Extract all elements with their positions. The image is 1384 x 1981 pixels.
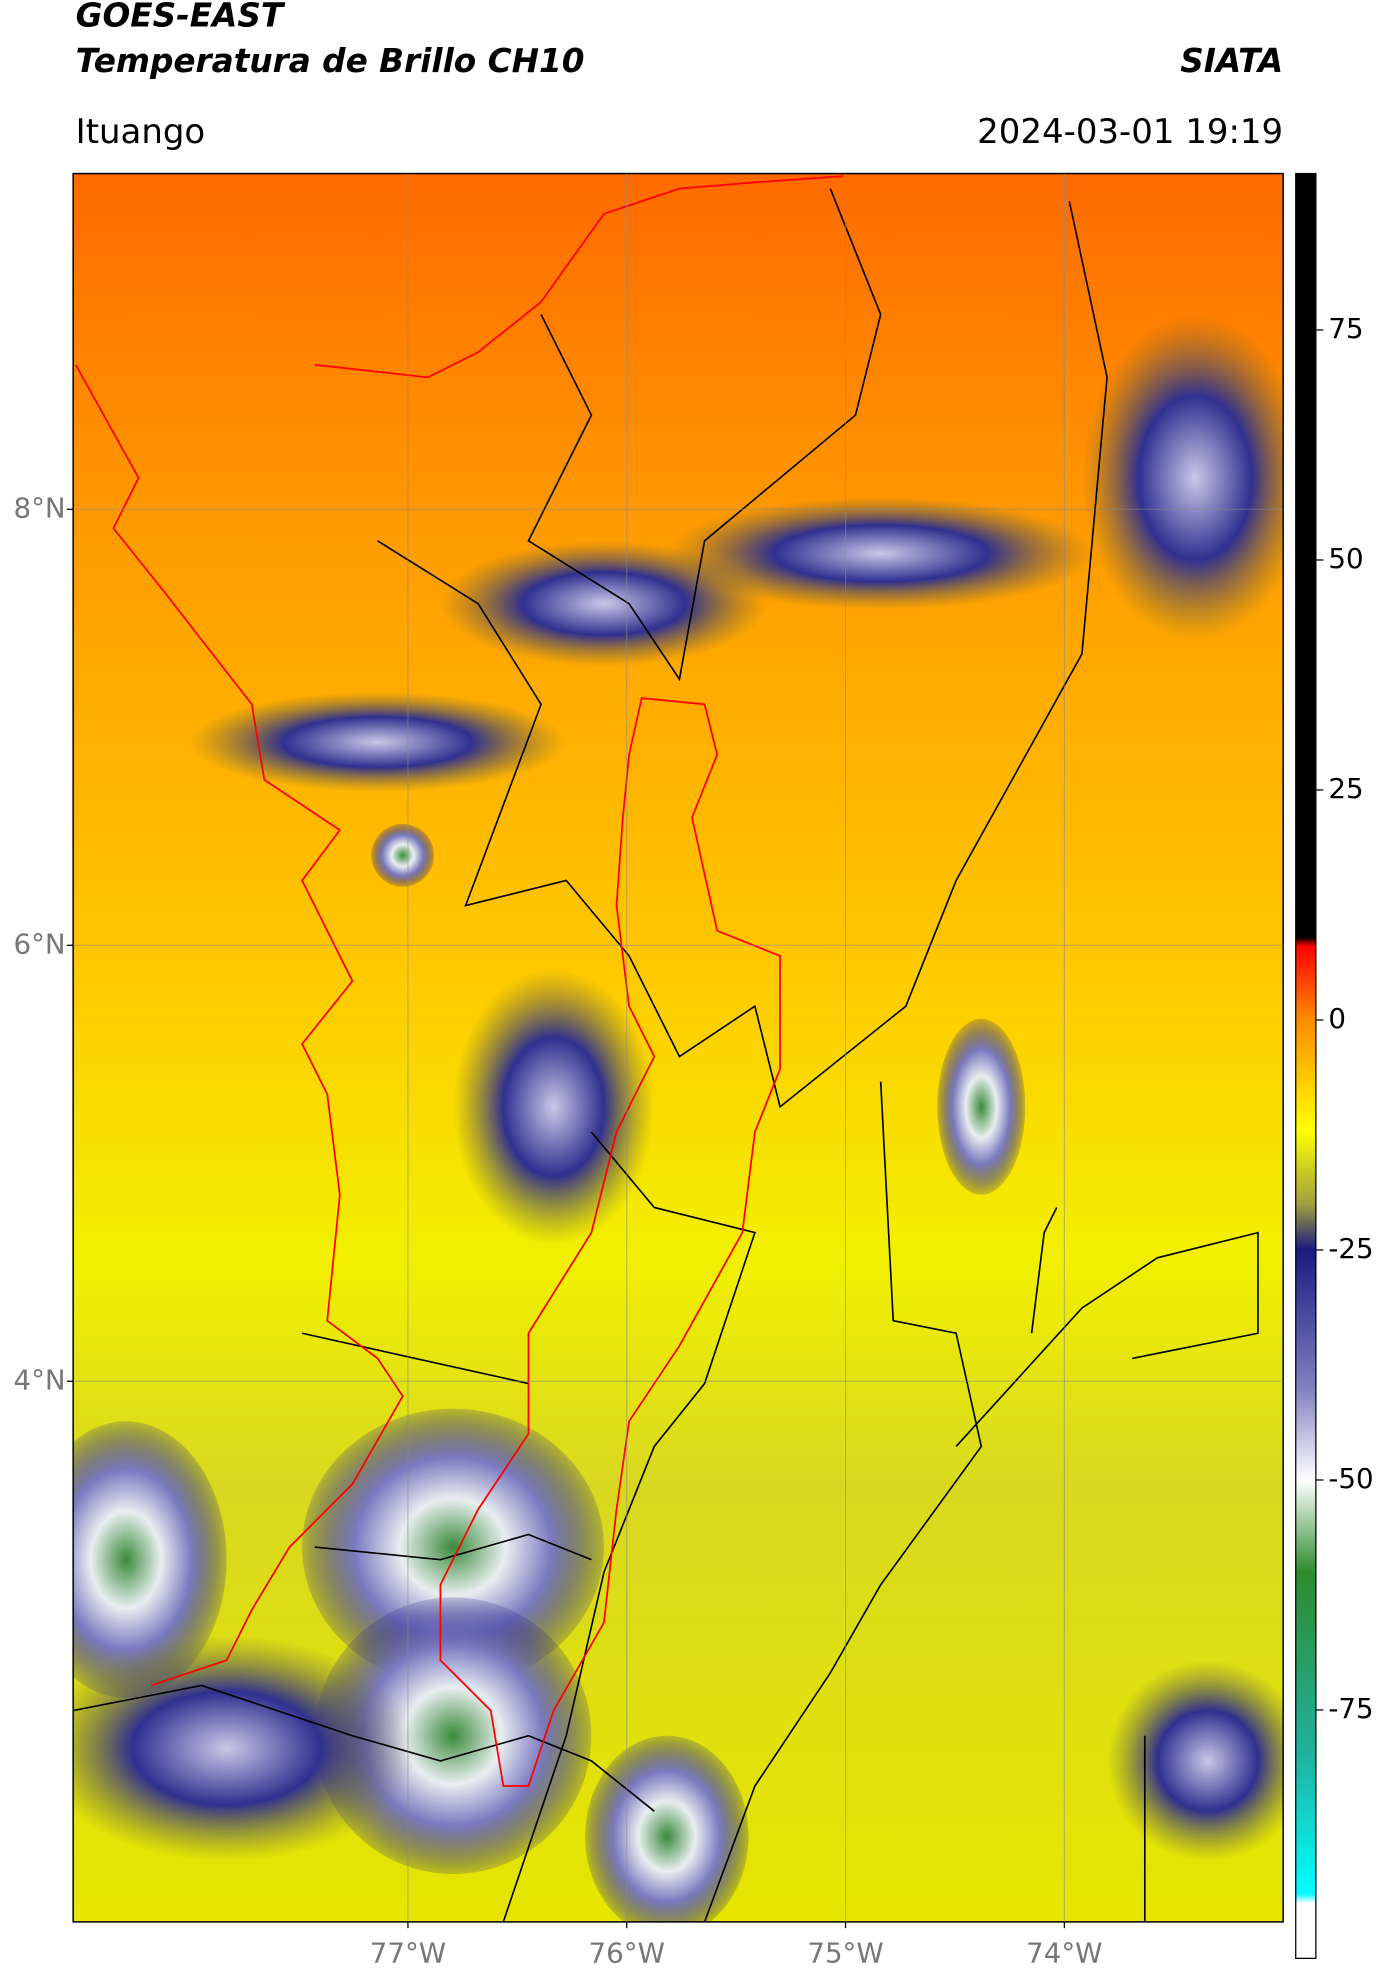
map-frame	[72, 172, 1284, 1923]
colorbar	[1295, 173, 1316, 1959]
x-tick-label: 77°W	[370, 1937, 446, 1970]
colorbar-tick-label: 75	[1328, 312, 1363, 345]
x-tick-label: 75°W	[807, 1937, 883, 1970]
satellite-image	[73, 173, 1284, 1922]
colorbar-tick-label: 25	[1328, 772, 1363, 805]
y-tick-label: 4°N	[14, 1363, 66, 1396]
title: GOES-EAST	[76, 0, 286, 35]
timestamp: 2024-03-01 19:19	[977, 112, 1283, 152]
colorbar-tick-label: 50	[1328, 542, 1363, 575]
y-tick-label: 6°N	[14, 927, 66, 960]
x-tick-label: 74°W	[1026, 1937, 1102, 1970]
colorbar-tick-label: 0	[1328, 1002, 1346, 1035]
x-tick-label: 76°W	[589, 1937, 665, 1970]
colorbar-frame	[1295, 172, 1317, 1959]
colorbar-tick-label: -50	[1328, 1462, 1373, 1495]
colorbar-tick-label: -25	[1328, 1232, 1373, 1265]
colorbar-tick-label: -75	[1328, 1692, 1373, 1725]
location: Ituango	[76, 112, 206, 152]
subtitle: Temperatura de Brillo CH10	[76, 42, 585, 80]
y-tick-label: 8°N	[14, 491, 66, 524]
brand: SIATA	[1180, 42, 1283, 80]
